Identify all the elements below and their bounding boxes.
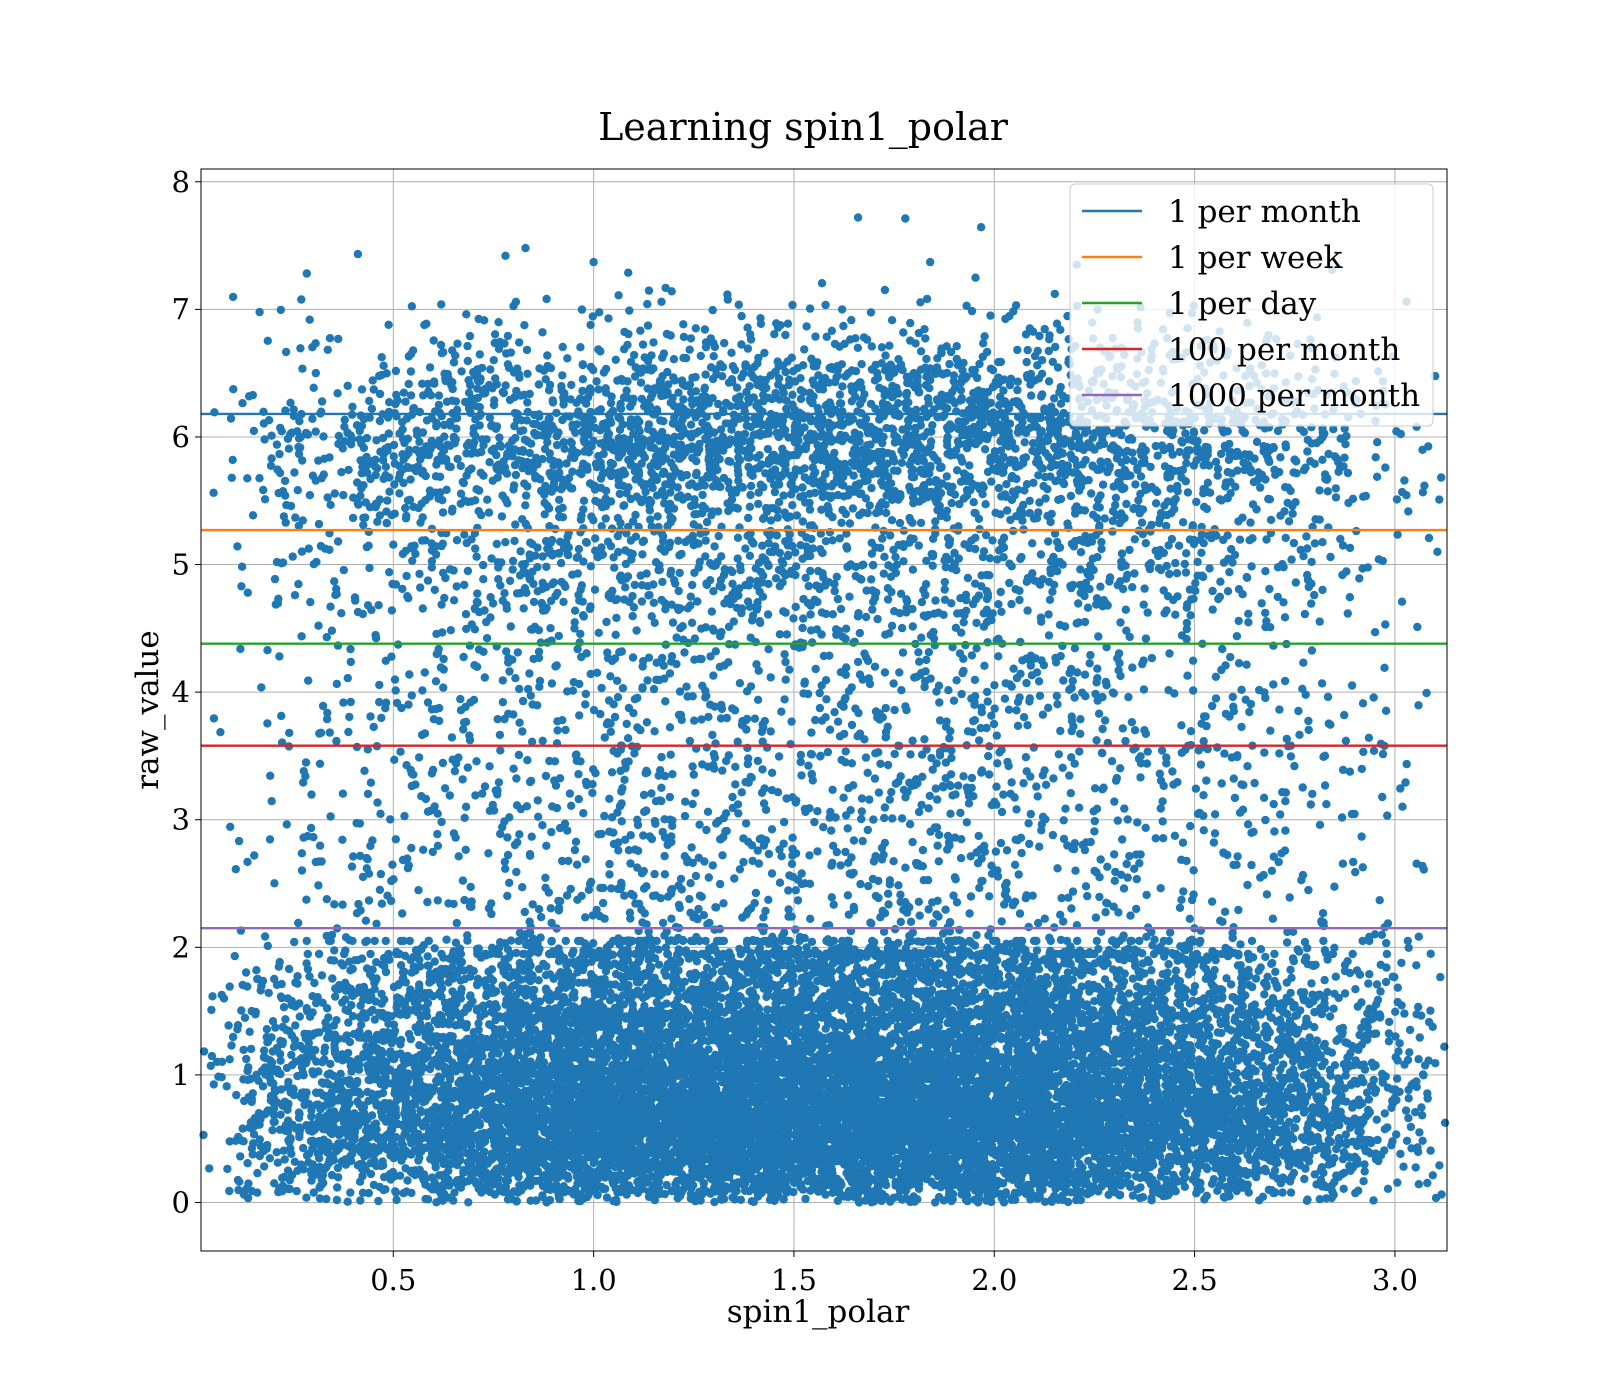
scatter-point: [1351, 985, 1360, 994]
scatter-point: [1171, 966, 1181, 975]
scatter-point: [1247, 936, 1257, 946]
scatter-point: [278, 1173, 287, 1183]
scatter-point: [1411, 1163, 1420, 1172]
scatter-point: [1263, 972, 1272, 981]
scatter-point: [276, 1056, 285, 1065]
scatter-point: [1282, 938, 1292, 947]
scatter-point: [1365, 970, 1374, 979]
scatter-point: [1372, 1115, 1381, 1124]
scatter-point: [370, 936, 379, 946]
scatter-point: [1183, 1109, 1192, 1118]
scatter-point: [701, 936, 710, 946]
scatter-point: [295, 1012, 304, 1021]
scatter-point: [286, 1134, 295, 1143]
scatter-point: [1380, 1109, 1390, 1118]
scatter-point: [247, 1006, 256, 1016]
scatter-point: [246, 1044, 256, 1054]
scatter-point: [309, 1188, 318, 1197]
scatter-point: [1400, 1009, 1409, 1018]
scatter-point: [1414, 1180, 1424, 1189]
scatter-point: [1364, 1095, 1374, 1104]
scatter-point: [245, 1027, 254, 1037]
scatter-point: [304, 1099, 314, 1109]
scatter-point: [888, 970, 897, 979]
scatter-point: [1270, 949, 1279, 959]
scatter-point: [406, 1034, 415, 1044]
scatter-point: [1317, 1061, 1327, 1071]
scatter-point: [1403, 1055, 1413, 1065]
scatter-point: [281, 1015, 290, 1024]
scatter-point: [255, 1135, 264, 1144]
scatter-point: [1440, 1042, 1449, 1051]
scatter-point: [1233, 1155, 1242, 1165]
scatter-point: [265, 1154, 275, 1163]
scatter-point: [239, 1045, 248, 1055]
scatter-point: [1124, 989, 1134, 998]
scatter-point: [1301, 1164, 1310, 1173]
scatter-point: [1428, 1171, 1438, 1180]
scatter-point: [1406, 1122, 1416, 1132]
scatter-point: [223, 1164, 232, 1174]
scatter-point: [253, 1168, 262, 1178]
scatter-point: [1417, 1103, 1426, 1112]
scatter-point: [209, 1080, 218, 1089]
scatter-point: [1383, 1184, 1393, 1194]
scatter-point: [1431, 1059, 1440, 1068]
scatter-point: [1412, 961, 1421, 970]
scatter-point: [239, 1075, 248, 1084]
scatter-point: [1393, 983, 1403, 992]
scatter-point: [243, 982, 252, 991]
scatter-point: [238, 1124, 247, 1133]
scatter-point: [303, 949, 312, 959]
scatter-point: [1135, 936, 1144, 946]
points-layer: [199, 213, 1450, 1207]
scatter-point: [356, 1196, 365, 1205]
scatter-point: [1415, 1128, 1424, 1137]
scatter-point: [414, 1156, 423, 1165]
chart-title: Learning spin1_polar: [598, 105, 1009, 150]
scatter-point: [395, 1171, 405, 1180]
scatter-point: [381, 936, 390, 946]
scatter-point: [1214, 1131, 1223, 1140]
scatter-point: [1258, 1097, 1268, 1107]
scatter-point: [1341, 1130, 1351, 1139]
scatter-point: [1440, 1118, 1450, 1128]
scatter-point: [403, 1176, 412, 1185]
scatter-point: [925, 936, 935, 946]
scatter-point: [1426, 1006, 1435, 1015]
